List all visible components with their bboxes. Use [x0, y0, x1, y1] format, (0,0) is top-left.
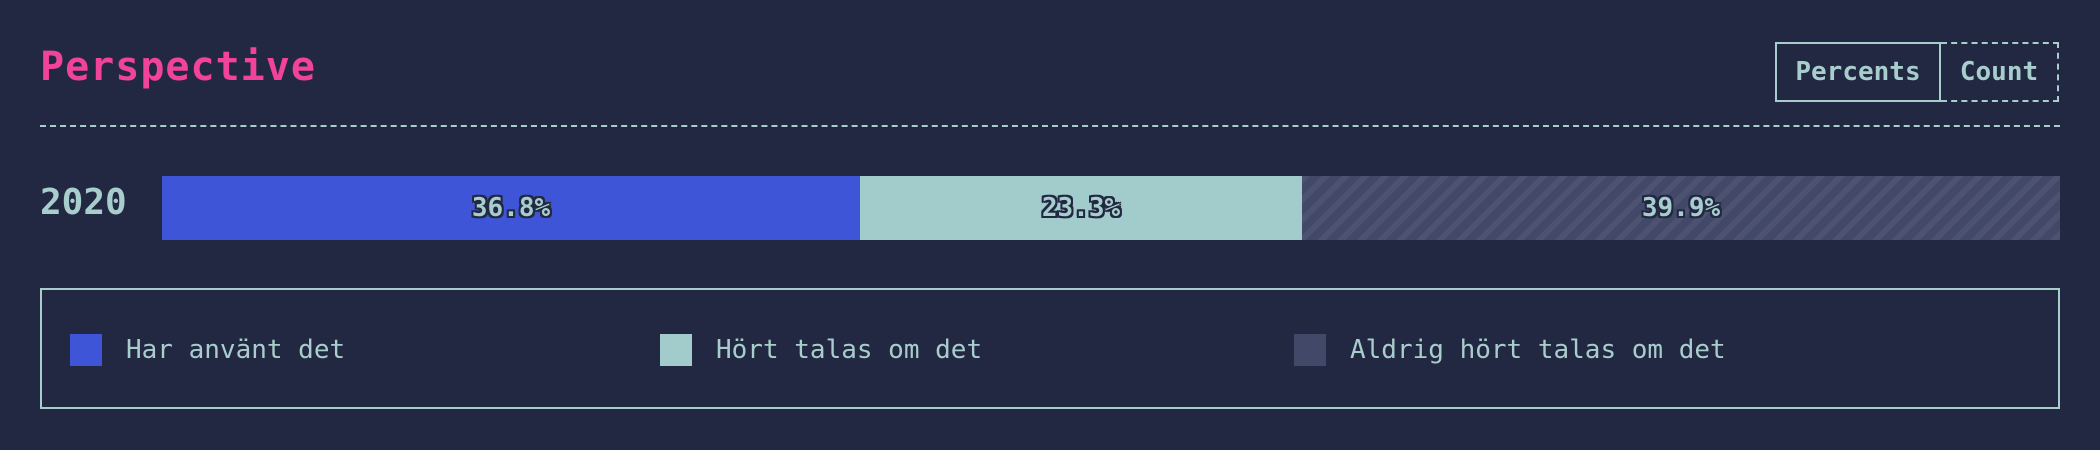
- display-mode-toggle: Percents Count: [1775, 42, 2059, 102]
- data-label-3: 39.9%: [1641, 193, 1721, 223]
- legend-item-2: Hört talas om det: [660, 334, 982, 366]
- bar-segment-3: 39.9%: [1302, 176, 2060, 240]
- legend-label: Har använt det: [126, 335, 346, 365]
- data-label-2: 23.3%: [1041, 193, 1121, 223]
- legend-swatch: [660, 334, 692, 366]
- bar-segment-1: 36.8%: [162, 176, 860, 240]
- legend-item-1: Har använt det: [70, 334, 345, 366]
- legend: Har använt det Hört talas om det Aldrig hö…: [40, 288, 2060, 409]
- category-label-2020: 2020: [40, 182, 127, 223]
- legend-label: Aldrig hört talas om det: [1350, 335, 1726, 365]
- chart-title: Perspective: [40, 44, 316, 90]
- count-button[interactable]: Count: [1941, 42, 2059, 102]
- stacked-bar: 36.8% 23.3% 39.9%: [162, 176, 2060, 240]
- legend-swatch: [70, 334, 102, 366]
- legend-item-3: Aldrig hört talas om det: [1294, 334, 1726, 366]
- bar-segment-2: 23.3%: [860, 176, 1302, 240]
- title-divider: [40, 125, 2060, 127]
- legend-label: Hört talas om det: [716, 335, 983, 365]
- legend-swatch: [1294, 334, 1326, 366]
- data-label-1: 36.8%: [471, 193, 551, 223]
- percents-button[interactable]: Percents: [1775, 42, 1941, 102]
